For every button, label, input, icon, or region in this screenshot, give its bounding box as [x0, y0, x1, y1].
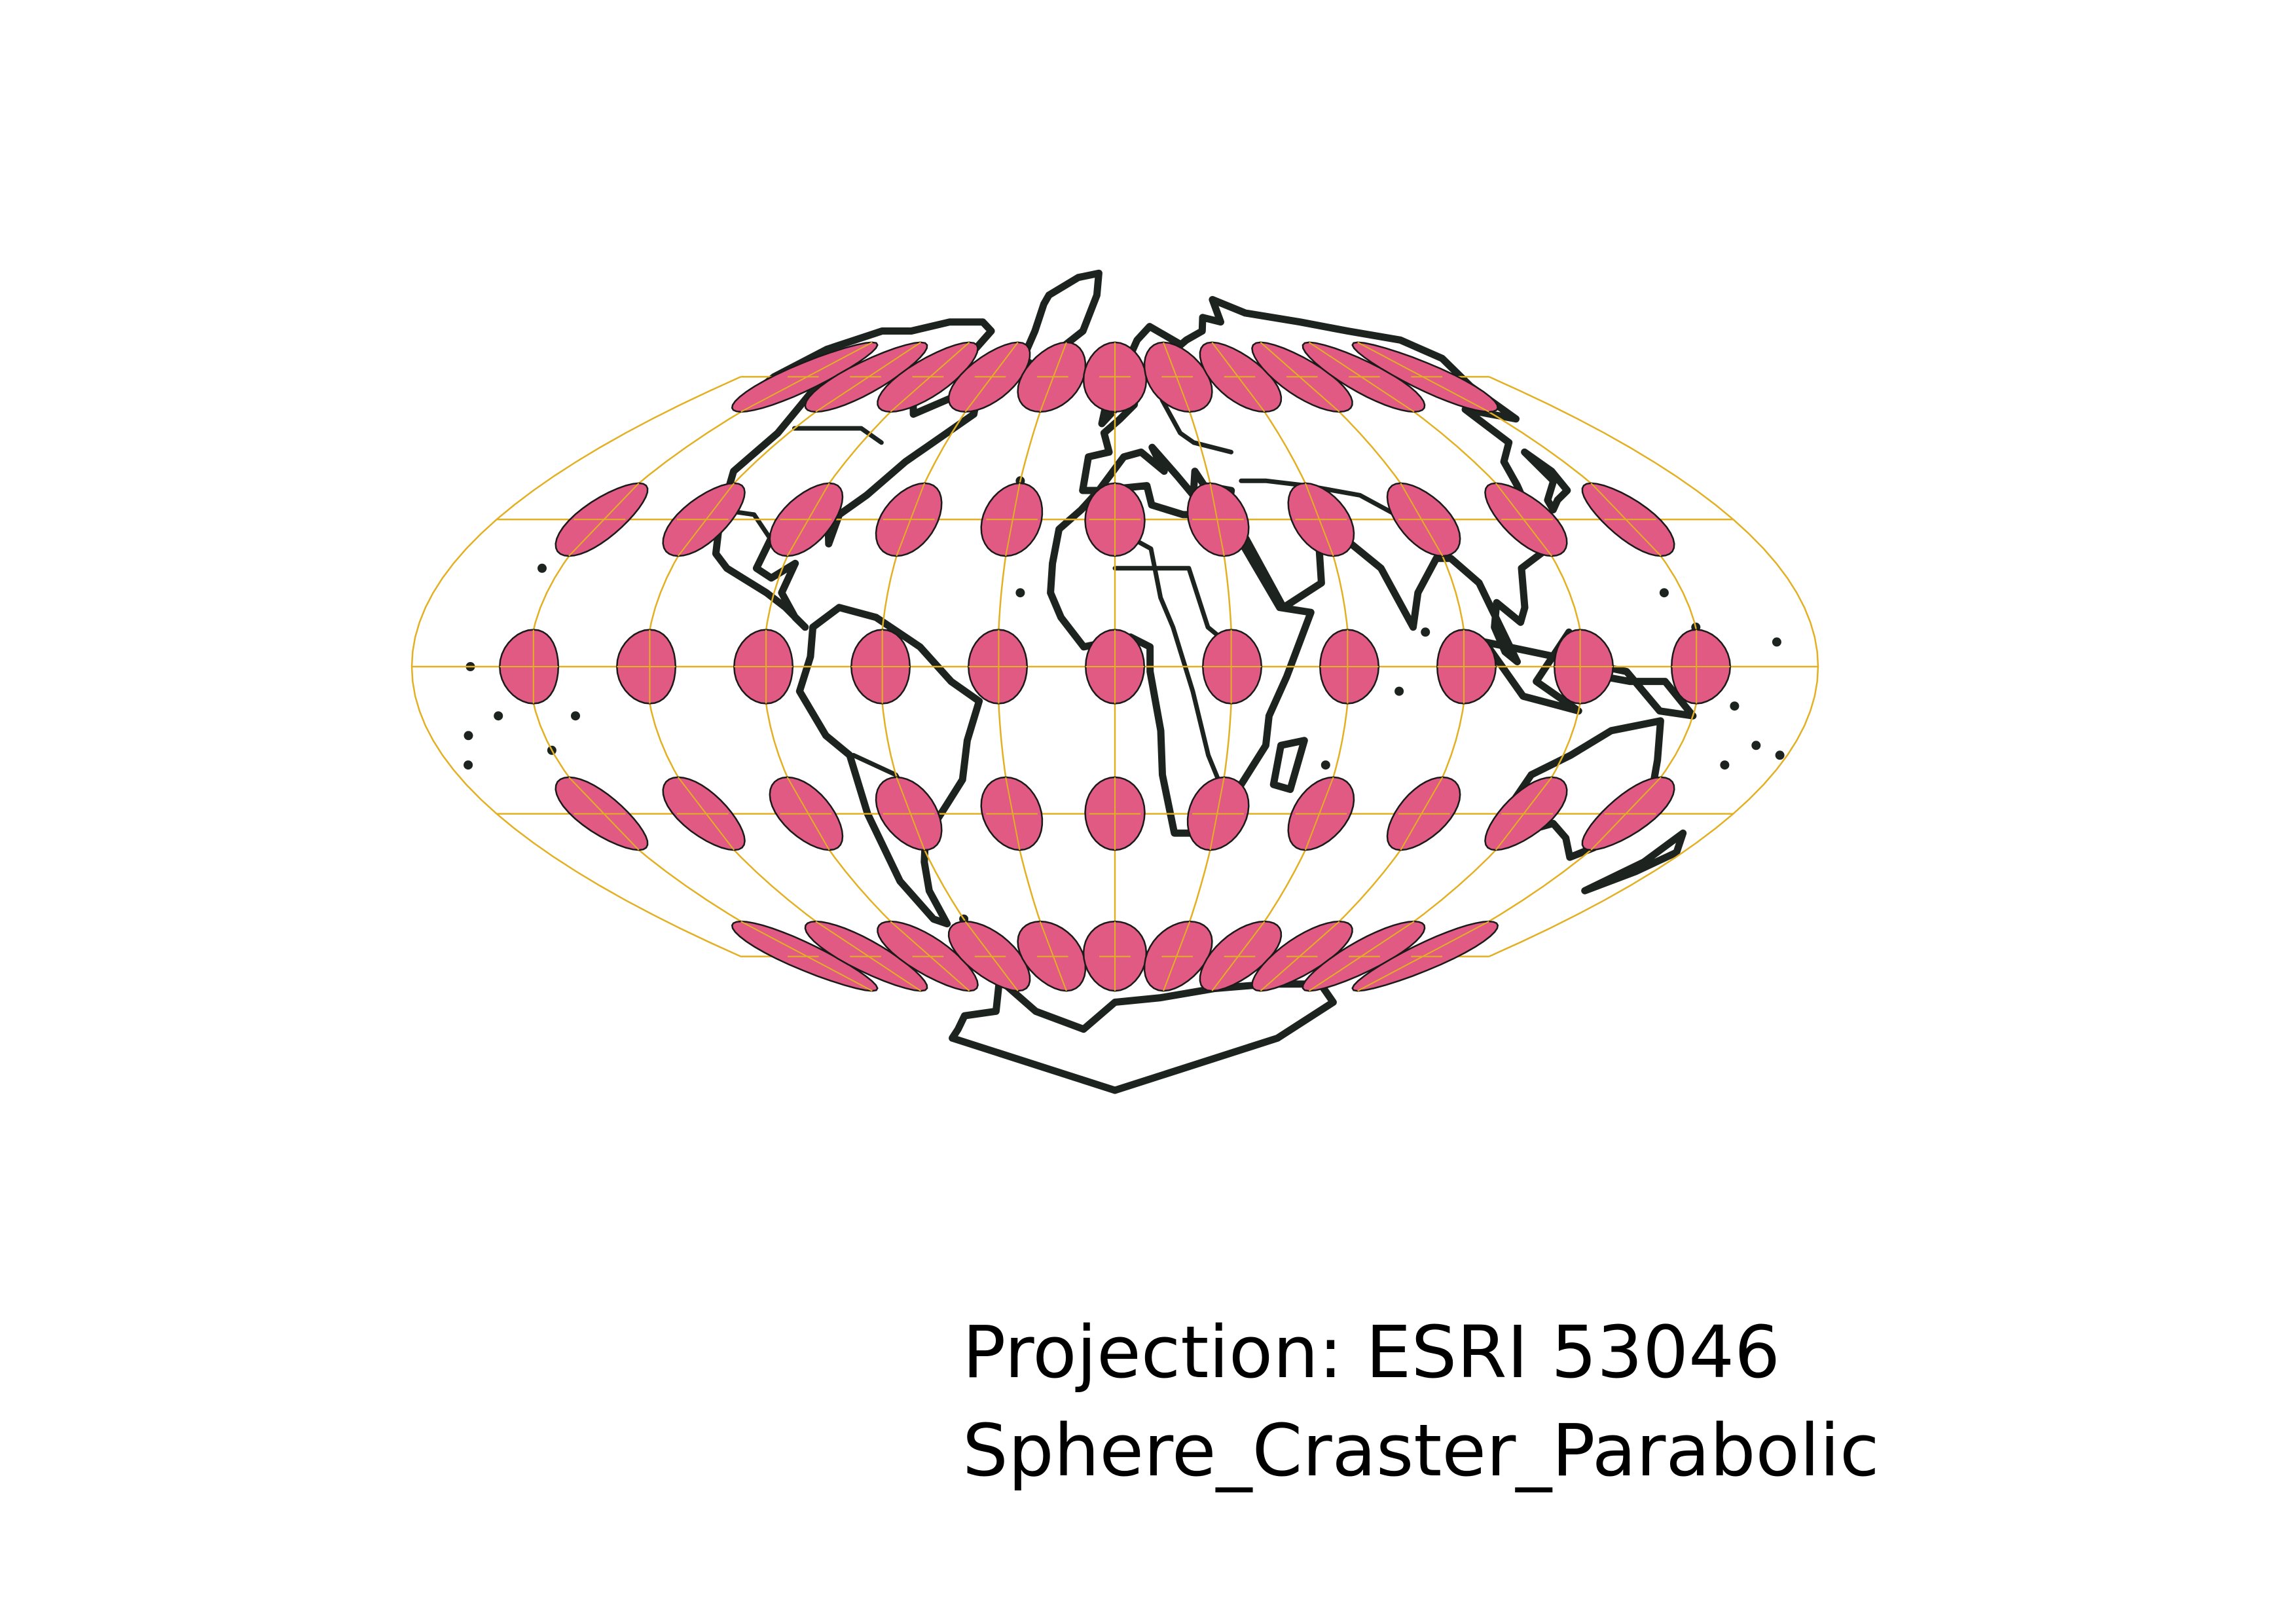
graticule-meridian-segment — [964, 342, 1019, 413]
graticule-meridian-segment — [1039, 921, 1067, 991]
graticule-meridian — [1488, 376, 1819, 957]
graticule-meridian-segment — [786, 483, 830, 557]
graticule-meridian-segment — [568, 483, 640, 557]
graticule-meridian-segment — [1400, 777, 1444, 851]
tissot-indicatrix-layer — [499, 341, 1732, 992]
graticule-meridian-segment — [1209, 483, 1225, 557]
coastline-antarctica — [949, 976, 1337, 1094]
graticule-meridian-segment — [678, 483, 735, 557]
graticule-meridian-segment — [568, 777, 640, 851]
graticule-meridian-segment — [740, 921, 873, 992]
graticule-meridian-segment — [890, 342, 970, 413]
island-mark — [1720, 760, 1730, 770]
coastline-japan — [1521, 448, 1571, 513]
graticule-meridian-segment — [1309, 341, 1415, 413]
country-border — [1159, 397, 1233, 454]
island-mark — [464, 760, 473, 770]
graticule-meridian — [410, 376, 742, 957]
graticule-meridian-segment — [786, 777, 830, 851]
graticule-meridian-segment — [964, 921, 1019, 991]
coastline-south-america — [795, 604, 983, 928]
graticule-meridian-segment — [1495, 483, 1552, 557]
graticule-meridian-segment — [1163, 921, 1191, 991]
island-mark — [1772, 637, 1781, 647]
graticule-meridian-segment — [1495, 777, 1552, 851]
graticule-meridian-segment — [1209, 777, 1225, 851]
map-caption: Projection: ESRI 53046 Sphere_Craster_Pa… — [962, 1303, 1879, 1500]
island-mark — [538, 563, 547, 573]
projection-name: Sphere_Craster_Parabolic — [962, 1409, 1880, 1492]
graticule-meridian-segment — [815, 921, 921, 992]
graticule-meridian-segment — [1260, 921, 1340, 991]
graticule-meridian-segment — [740, 341, 873, 413]
coastline-new-zealand — [1581, 829, 1687, 895]
graticule-meridian-segment — [896, 483, 926, 557]
island-mark — [1730, 701, 1740, 711]
graticule-meridian-segment — [1005, 483, 1021, 557]
island-mark — [1659, 588, 1669, 598]
graticule-meridian-segment — [1163, 342, 1191, 413]
graticule-meridian-segment — [1005, 777, 1021, 851]
island-mark — [494, 711, 503, 721]
island-mark — [1321, 760, 1330, 770]
graticule-meridian-segment — [896, 777, 926, 851]
graticule-meridian-segment — [1211, 921, 1266, 991]
graticule-meridian-segment — [1590, 483, 1662, 557]
island-mark — [1015, 588, 1025, 598]
coastline-madagascar — [1269, 737, 1308, 793]
graticule-meridian-segment — [1309, 921, 1415, 992]
island-mark — [1394, 686, 1404, 696]
projection-label: Projection: ESRI 53046 — [962, 1310, 1781, 1394]
island-mark — [1751, 741, 1761, 750]
graticule-meridian-segment — [1304, 777, 1334, 851]
country-border — [1095, 517, 1225, 792]
coastline-africa — [1047, 482, 1315, 837]
graticule-meridian-segment — [678, 777, 735, 851]
graticule-meridian-segment — [1357, 921, 1489, 992]
island-mark — [1775, 750, 1785, 760]
graticule-meridian-segment — [1357, 341, 1489, 413]
island-mark — [1421, 627, 1430, 637]
island-mark — [571, 711, 580, 721]
graticule-meridian-segment — [890, 921, 970, 991]
graticule-meridian-segment — [1211, 342, 1266, 413]
graticule-meridian-segment — [1039, 342, 1067, 413]
graticule-overlay — [500, 341, 1730, 992]
country-border — [792, 426, 884, 445]
graticule-meridian-segment — [1400, 483, 1444, 557]
graticule-meridian-segment — [1590, 777, 1662, 851]
graticule-meridian-segment — [1260, 342, 1340, 413]
island-mark — [464, 731, 473, 741]
graticule-meridian-segment — [1304, 483, 1334, 557]
graticule-meridian-segment — [815, 341, 921, 413]
